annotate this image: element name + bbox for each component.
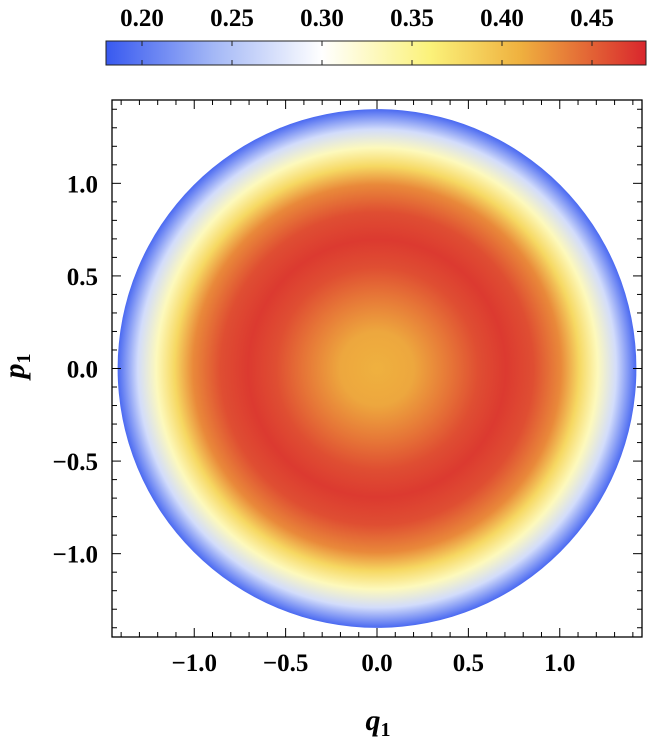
- y-tick-label: 1.0: [67, 171, 98, 198]
- colorbar-tick-label: 0.40: [480, 5, 524, 32]
- y-ticks: 1.0 0.5 0.0 −0.5 −1.0: [53, 108, 642, 629]
- y-tick-label: 0.5: [67, 264, 98, 291]
- x-axis-label-sub: 1: [381, 719, 391, 738]
- x-tick-label: −0.5: [263, 650, 309, 677]
- y-tick-label: 0.0: [67, 357, 98, 384]
- x-tick-label: 0.5: [453, 650, 484, 677]
- colorbar-tick-label: 0.30: [300, 5, 344, 32]
- density-disk: [117, 109, 637, 628]
- colorbar-gradient: [106, 41, 646, 65]
- x-tick-label: 1.0: [544, 650, 575, 677]
- colorbar: 0.20 0.25 0.30 0.35 0.40 0.45: [105, 5, 647, 66]
- x-tick-label: 0.0: [361, 650, 392, 677]
- y-axis-label-main: p: [0, 364, 31, 382]
- y-axis-label-sub: 1: [13, 354, 35, 364]
- x-axis-label: q1: [366, 704, 391, 738]
- x-axis-label-main: q: [366, 704, 381, 737]
- x-tick-label: −1.0: [171, 650, 217, 677]
- colorbar-frame: [105, 40, 647, 66]
- colorbar-tick-label: 0.35: [390, 5, 434, 32]
- y-axis-label: p1: [0, 354, 35, 382]
- colorbar-ticks: 0.20 0.25 0.30 0.35 0.40 0.45: [120, 5, 614, 65]
- colorbar-tick-label: 0.25: [210, 5, 254, 32]
- colorbar-tick-label: 0.20: [120, 5, 164, 32]
- colorbar-tick-label: 0.45: [570, 5, 614, 32]
- x-ticks: −1.0 −0.5 0.0 0.5 1.0: [120, 100, 634, 677]
- y-tick-label: −1.0: [53, 542, 99, 569]
- plot-area: −1.0 −0.5 0.0 0.5 1.0 1.0 0.5 0.0 −0.5 −1.0: [53, 99, 643, 677]
- y-tick-label: −0.5: [53, 449, 99, 476]
